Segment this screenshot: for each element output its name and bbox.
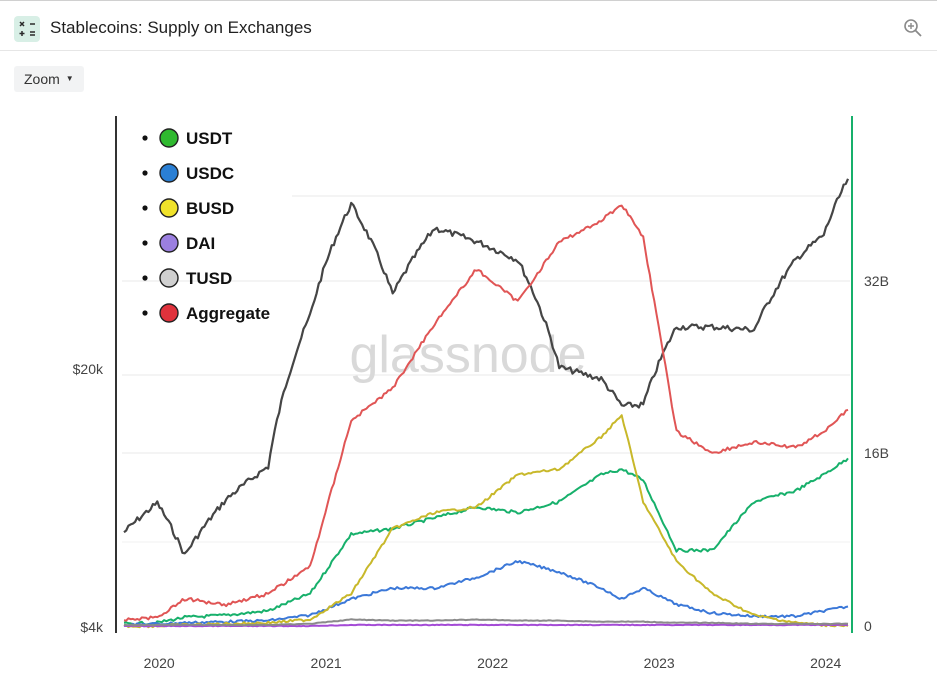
legend-label-usdt: USDT xyxy=(186,129,233,148)
legend-bullet xyxy=(142,205,148,211)
x-tick-label: 2024 xyxy=(810,655,841,671)
legend-label-busd: BUSD xyxy=(186,199,234,218)
series-line-tusd xyxy=(123,618,849,627)
legend-label-tusd: TUSD xyxy=(186,269,232,288)
series-line-usdc xyxy=(123,560,849,627)
series-layer xyxy=(123,178,850,629)
page-title: Stablecoins: Supply on Exchanges xyxy=(50,18,312,37)
calculator-icon xyxy=(14,16,40,42)
legend-swatch-busd xyxy=(159,198,179,218)
legend-bullet xyxy=(142,310,148,316)
series-line-btc-price xyxy=(123,178,850,555)
y-left-tick-label: $4k xyxy=(80,619,104,635)
x-tick-label: 2023 xyxy=(644,655,675,671)
legend: USDT USDC BUSD DAI TUSD Aggregate xyxy=(142,128,270,323)
legend-label-dai: DAI xyxy=(186,234,215,253)
zoom-in-icon[interactable] xyxy=(903,18,923,38)
top-border xyxy=(0,0,937,1)
x-tick-label: 2021 xyxy=(311,655,342,671)
zoom-dropdown[interactable]: Zoom ▼ xyxy=(14,66,84,92)
series-line-usdt xyxy=(123,457,849,626)
legend-bullet xyxy=(142,170,148,176)
legend-bullet xyxy=(142,275,148,281)
legend-label-aggregate: Aggregate xyxy=(186,304,270,323)
x-tick-label: 2022 xyxy=(477,655,508,671)
grid-lines xyxy=(122,195,850,543)
series-line-aggregate xyxy=(123,204,849,622)
legend-label-usdc: USDC xyxy=(186,164,234,183)
axes: $4k $20k 0 16B 32B 2020 2021 2022 2023 2024 xyxy=(73,116,889,671)
legend-swatch-tusd xyxy=(159,268,179,288)
chevron-down-icon: ▼ xyxy=(65,74,74,83)
series-line-busd xyxy=(123,414,849,629)
y-right-tick-label: 0 xyxy=(864,618,872,634)
y-right-tick-label: 16B xyxy=(864,445,889,461)
watermark: glassnode xyxy=(349,326,586,384)
legend-bullet xyxy=(142,240,148,246)
y-left-tick-label: $20k xyxy=(73,361,104,377)
y-right-tick-label: 32B xyxy=(864,273,889,289)
legend-bullet xyxy=(142,135,148,141)
chart-header: Stablecoins: Supply on Exchanges xyxy=(0,6,937,51)
legend-swatch-dai xyxy=(159,233,179,253)
legend-swatch-usdc xyxy=(159,163,179,183)
legend-swatch-usdt xyxy=(159,128,179,148)
zoom-label: Zoom xyxy=(24,71,60,87)
x-tick-label: 2020 xyxy=(144,655,175,671)
legend-swatch-aggregate xyxy=(159,303,179,323)
